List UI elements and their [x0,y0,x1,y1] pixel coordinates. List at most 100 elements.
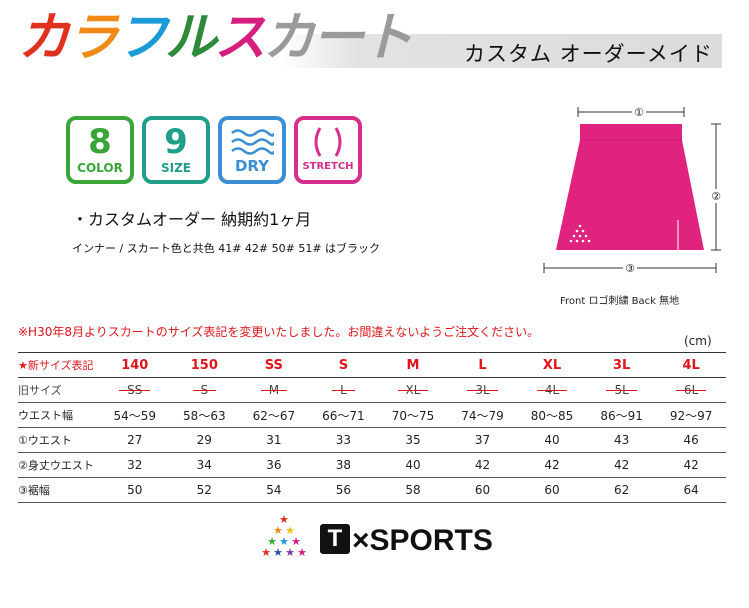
size-change-notice: ※H30年8月よりスカートのサイズ表記を変更いたしました。お間違えないようご注文… [18,325,540,339]
table-cell: 86〜91 [586,402,657,428]
color-label: COLOR [77,161,123,175]
table-cell: 58 [378,477,448,503]
custom-order-note: ・カスタムオーダー 納期約1ヶ月 [72,210,312,229]
svg-text:★: ★ [285,524,295,537]
title-char: フ [116,8,168,68]
table-cell: 36 [239,452,309,478]
table-cell: 54〜59 [100,402,170,428]
table-cell: XL [378,377,448,403]
table-cell: 140 [100,352,170,378]
table-cell: 43 [586,427,657,453]
old-size-value: XL [397,383,429,397]
table-cell: 29 [169,427,240,453]
table-cell: 40 [517,427,587,453]
table-cell: S [308,352,379,378]
table-cell: 46 [656,427,726,453]
brand-t-mark: T [320,524,350,554]
table-cell: S [169,377,240,403]
table-cell: 150 [169,352,240,378]
size-count-badge: 9 SIZE [142,116,210,184]
color-count-badge: 8 COLOR [66,116,134,184]
title-char: ー [312,8,364,68]
unit-label: (cm) [684,334,712,348]
table-cell: 62〜67 [239,402,309,428]
stretch-icon [314,127,342,157]
row-label: ②身丈ウエスト [18,452,100,478]
table-cell: 3L [447,377,518,403]
inner-color-note: インナー / スカート色と共色 41# 42# 50# 51# はブラック [72,242,381,255]
svg-text:★: ★ [285,546,295,559]
star-pyramid-icon: ★ ★ ★ ★ ★ ★ ★ ★ ★ ★ [261,513,307,559]
old-size-value: 4L [536,383,568,397]
feature-badges: 8 COLOR 9 SIZE DRY STRETCH [66,116,362,184]
table-cell: 42 [517,452,587,478]
waist-dimension-label: ① [634,106,644,119]
table-cell: 4L [517,377,587,403]
length-label-bg [709,189,723,203]
table-cell: 50 [100,477,170,503]
table-cell: 4L [656,352,726,378]
skirt-diagram: ① ② ③ [543,104,723,275]
old-size-value: L [332,383,355,397]
table-cell: SS [239,352,309,378]
old-size-value: SS [119,383,151,397]
hem-label-bg [623,261,637,275]
brand-logo: ★ ★ ★ ★ ★ ★ ★ ★ ★ ★ T ×SPORTS [256,512,506,562]
row-label: ウエスト幅 [18,402,100,428]
title-char: カ [18,8,70,68]
table-cell: 5L [586,377,657,403]
table-cell: 74〜79 [447,402,518,428]
table-cell: 37 [447,427,518,453]
size-count: 9 [164,122,188,162]
table-cell: 60 [517,477,587,503]
old-size-row: 旧サイズ SS S M L XL 3L 4L 5L 6L [18,377,726,403]
svg-text:★: ★ [267,535,277,548]
length-dimension-label: ② [711,190,721,203]
table-cell: 40 [378,452,448,478]
header: カラフルスカート カスタム オーダーメイド [0,0,749,84]
hem-dimension-label: ③ [625,262,635,275]
color-count: 8 [88,122,112,162]
table-cell: 62 [586,477,657,503]
table-cell: 3L [586,352,657,378]
table-cell: 60 [447,477,518,503]
table-cell: 34 [169,452,240,478]
table-cell: 35 [378,427,448,453]
svg-text:★: ★ [297,546,307,559]
size-label: SIZE [160,161,191,175]
row-label: ③裾幅 [18,477,100,503]
svg-text:★: ★ [273,546,283,559]
old-size-value: M [260,383,288,397]
table-cell: 33 [308,427,379,453]
table-cell: SS [100,377,170,403]
table-row: ①ウエスト 27 29 31 33 35 37 40 43 46 [18,427,726,453]
row-label: ①ウエスト [18,427,100,453]
title-char: ト [361,8,413,68]
table-cell: 31 [239,427,309,453]
svg-text:★: ★ [279,535,289,548]
old-size-value: 5L [606,383,638,397]
dry-label: DRY [234,157,270,175]
table-cell: 56 [308,477,379,503]
svg-text:★: ★ [261,546,271,559]
table-cell: 58〜63 [169,402,240,428]
svg-text:★: ★ [279,513,289,526]
skirt-waistband [580,124,682,140]
row-label: ★新サイズ表記 [18,352,100,378]
waist-label-bg [632,104,646,118]
brand-name: T ×SPORTS [320,524,493,558]
table-cell: 80〜85 [517,402,587,428]
page-title: カラフルスカート [18,8,413,68]
skirt-body [556,140,704,250]
table-cell: 92〜97 [656,402,726,428]
table-cell: M [378,352,448,378]
table-row: ②身丈ウエスト 32 34 36 38 40 42 42 42 42 [18,452,726,478]
size-table: ★新サイズ表記 140 150 SS S M L XL 3L 4L 旧サイズ SS S M L XL 3L 4L 5… [18,352,726,503]
table-cell: XL [517,352,587,378]
logo-embroidery [569,224,591,243]
wave-icon [231,129,274,155]
table-cell: 66〜71 [308,402,379,428]
table-cell: 42 [447,452,518,478]
title-char: ス [214,8,266,68]
stretch-label: STRETCH [302,161,354,172]
